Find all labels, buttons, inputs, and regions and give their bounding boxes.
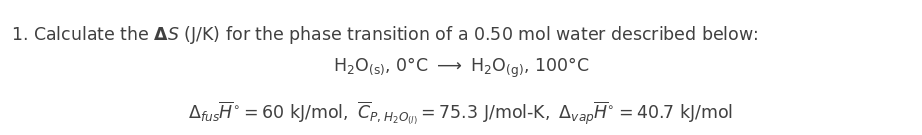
Text: $\mathrm{H_2O_{(s)}}$, 0°C $\longrightarrow$ $\mathrm{H_2O_{(g)}}$, 100°C: $\mathrm{H_2O_{(s)}}$, 0°C $\longrightar…	[333, 55, 589, 80]
Text: $\Delta_{fus}\overline{H}^{\circ}$$= 60\ \mathrm{kJ/mol},\ $$\overline{C}_{P,H_2: $\Delta_{fus}\overline{H}^{\circ}$$= 60\…	[188, 99, 734, 127]
Text: 1. Calculate the $\mathbf{\Delta}\,\!\mathit{S}$ (J/K) for the phase transition : 1. Calculate the $\mathbf{\Delta}\,\!\ma…	[11, 24, 758, 46]
